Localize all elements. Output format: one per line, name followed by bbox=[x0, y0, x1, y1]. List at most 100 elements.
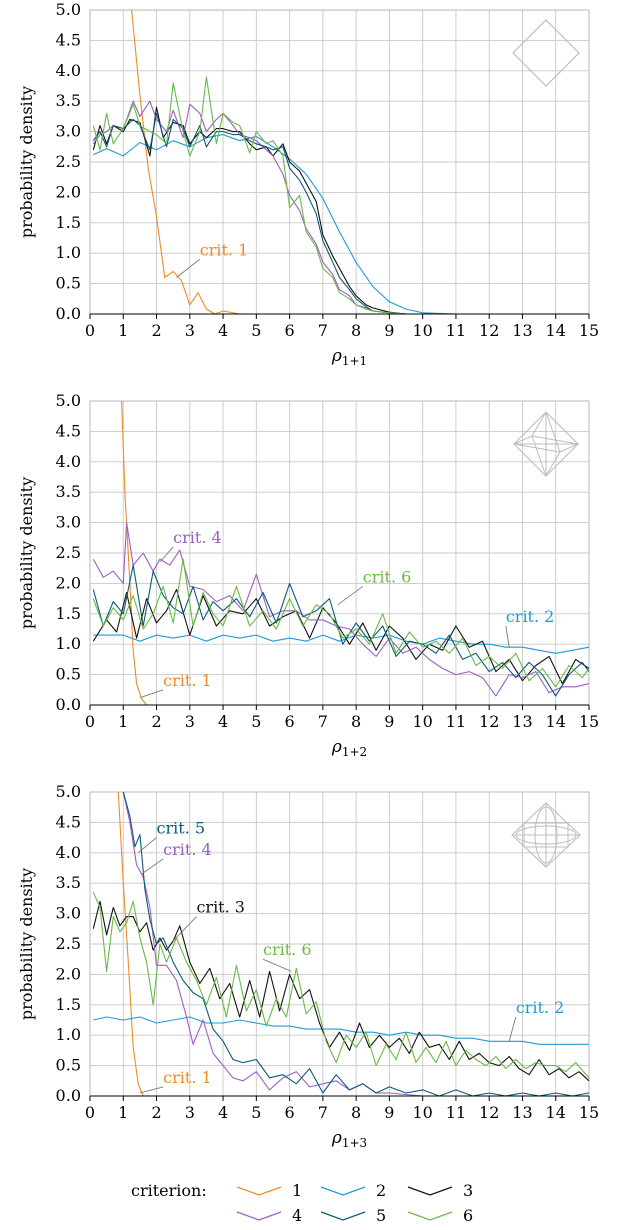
x-tick-label: 3 bbox=[185, 1103, 195, 1122]
annotation-label: crit. 2 bbox=[516, 998, 565, 1017]
x-tick-label: 11 bbox=[446, 1103, 466, 1122]
x-tick-label: 4 bbox=[218, 1103, 228, 1122]
y-tick-label: 2.0 bbox=[56, 573, 81, 592]
series-line-criterion-5 bbox=[122, 791, 590, 1097]
x-tick-label: 5 bbox=[251, 712, 261, 731]
y-tick-label: 4.5 bbox=[56, 421, 81, 440]
legend-swatch bbox=[320, 1186, 366, 1196]
y-tick-label: 1.5 bbox=[56, 213, 81, 232]
x-tick-label: 1 bbox=[118, 712, 128, 731]
x-tick-label: 12 bbox=[479, 321, 499, 340]
x-tick-label: 5 bbox=[251, 1103, 261, 1122]
legend-item-criterion-4: 4 bbox=[236, 1206, 302, 1225]
x-tick-label: 8 bbox=[351, 1103, 361, 1122]
legend-label: 5 bbox=[376, 1206, 386, 1225]
y-tick-label: 4.0 bbox=[56, 61, 81, 80]
y-tick-label: 4.5 bbox=[56, 812, 81, 831]
y-tick-label: 0.5 bbox=[56, 1056, 81, 1075]
legend-label: 4 bbox=[292, 1206, 302, 1225]
x-tick-label: 7 bbox=[318, 712, 328, 731]
annotation-label: crit. 1 bbox=[163, 671, 212, 690]
annotation-leader bbox=[172, 916, 197, 942]
annotation-leader bbox=[262, 958, 292, 972]
annotation-leader bbox=[508, 1016, 517, 1042]
y-tick-label: 2.5 bbox=[56, 934, 81, 953]
x-axis-label: ρ1+2 bbox=[331, 737, 367, 759]
y-tick-label: 5.0 bbox=[56, 391, 81, 410]
y-tick-label: 1.0 bbox=[56, 634, 81, 653]
y-tick-label: 2.5 bbox=[56, 152, 81, 171]
x-tick-label: 0 bbox=[85, 1103, 95, 1122]
legend-swatch bbox=[236, 1186, 282, 1196]
y-tick-label: 1.5 bbox=[56, 995, 81, 1014]
legend-swatch bbox=[407, 1211, 453, 1221]
series-line-criterion-2 bbox=[93, 1016, 589, 1045]
legend-swatch bbox=[320, 1211, 366, 1221]
x-tick-label: 14 bbox=[546, 712, 566, 731]
annotation-label: crit. 3 bbox=[196, 898, 245, 917]
x-tick-label: 2 bbox=[151, 1103, 161, 1122]
series-line-criterion-3 bbox=[92, 900, 590, 1082]
x-tick-label: 11 bbox=[446, 712, 466, 731]
x-tick-label: 6 bbox=[285, 712, 295, 731]
annotation-label: crit. 4 bbox=[173, 528, 222, 547]
series-line-criterion-3 bbox=[92, 588, 590, 685]
y-tick-label: 5.0 bbox=[56, 782, 81, 801]
x-tick-label: 9 bbox=[384, 712, 394, 731]
y-axis-label: probability density bbox=[17, 868, 36, 1020]
y-tick-label: 2.0 bbox=[56, 182, 81, 201]
x-tick-label: 6 bbox=[285, 1103, 295, 1122]
y-tick-label: 3.0 bbox=[56, 904, 81, 923]
legend-label: 1 bbox=[292, 1181, 302, 1200]
grid bbox=[89, 400, 590, 706]
x-tick-label: 8 bbox=[351, 321, 361, 340]
x-tick-label: 13 bbox=[512, 712, 532, 731]
x-tick-label: 11 bbox=[446, 321, 466, 340]
annotation-label: crit. 6 bbox=[363, 567, 412, 586]
legend-item-criterion-1: 1 bbox=[236, 1181, 302, 1200]
y-tick-label: 4.5 bbox=[56, 30, 81, 49]
annotation-label: crit. 4 bbox=[163, 840, 212, 859]
x-tick-label: 3 bbox=[185, 321, 195, 340]
series-line-criterion-6 bbox=[92, 76, 589, 315]
x-tick-label: 0 bbox=[85, 321, 95, 340]
series-line-criterion-6 bbox=[92, 558, 590, 688]
x-tick-label: 1 bbox=[118, 1103, 128, 1122]
annotation-label: crit. 1 bbox=[163, 1068, 212, 1087]
x-tick-label: 10 bbox=[412, 1103, 432, 1122]
series-line-criterion-1 bbox=[121, 400, 589, 706]
y-tick-label: 0.5 bbox=[56, 274, 81, 293]
x-tick-label: 15 bbox=[579, 1103, 599, 1122]
y-tick-label: 4.0 bbox=[56, 452, 81, 471]
annotation-label: crit. 6 bbox=[263, 940, 312, 959]
y-tick-label: 2.5 bbox=[56, 543, 81, 562]
y-tick-label: 1.5 bbox=[56, 604, 81, 623]
y-tick-label: 2.0 bbox=[56, 964, 81, 983]
x-tick-label: 14 bbox=[546, 321, 566, 340]
annotation-leader bbox=[139, 689, 164, 699]
annotation-leader bbox=[159, 546, 174, 563]
x-tick-label: 4 bbox=[218, 321, 228, 340]
y-tick-label: 0.0 bbox=[56, 1086, 81, 1105]
legend-item-criterion-3: 3 bbox=[407, 1181, 473, 1200]
y-tick-label: 3.5 bbox=[56, 91, 81, 110]
y-axis-label: probability density bbox=[17, 477, 36, 629]
legend: criterion: 1 2 3 4 5 6 bbox=[131, 1181, 473, 1225]
x-tick-label: 14 bbox=[546, 1103, 566, 1122]
x-tick-label: 1 bbox=[118, 321, 128, 340]
x-tick-label: 13 bbox=[512, 321, 532, 340]
grid bbox=[89, 9, 590, 315]
x-tick-label: 5 bbox=[251, 321, 261, 340]
x-tick-label: 12 bbox=[479, 1103, 499, 1122]
series-line-criterion-6 bbox=[92, 892, 590, 1079]
x-tick-label: 2 bbox=[151, 321, 161, 340]
annotation-leader bbox=[139, 1086, 164, 1094]
y-tick-label: 3.0 bbox=[56, 122, 81, 141]
chart-panels: 0 1 2 3 4 5 6 7 8 9 10 11 12 13 14 150.00.51.01.52.02.5… bbox=[17, 0, 599, 1150]
legend-item-criterion-2: 2 bbox=[320, 1181, 386, 1200]
y-tick-label: 5.0 bbox=[56, 0, 81, 19]
annotation-leader bbox=[141, 858, 164, 875]
series-line-criterion-1 bbox=[131, 9, 589, 315]
series-line-criterion-4 bbox=[92, 522, 590, 697]
